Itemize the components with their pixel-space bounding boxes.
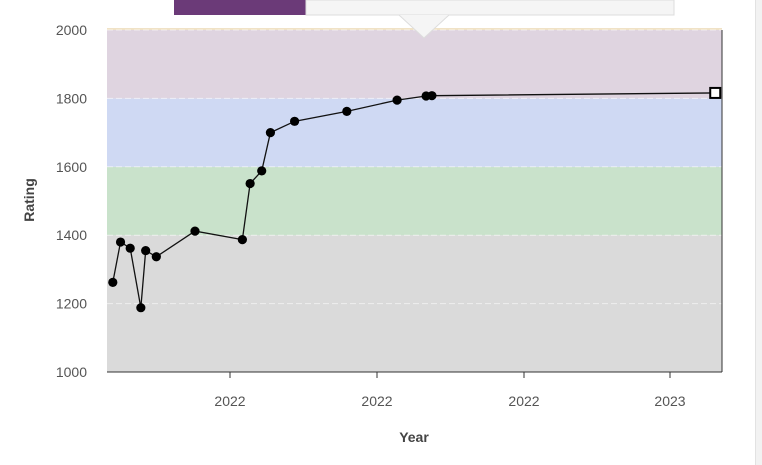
data-point — [245, 178, 255, 189]
rating-band — [107, 98, 722, 167]
y-axis-title: Rating — [21, 178, 37, 222]
rating-bands — [107, 28, 722, 372]
y-tick-label: 1400 — [56, 227, 87, 243]
y-tick-label: 1800 — [56, 90, 87, 106]
data-point — [108, 277, 118, 287]
grid-lines — [107, 29, 722, 305]
data-point — [237, 235, 247, 245]
page-scrollbar-edge — [755, 0, 762, 465]
y-tick-label: 1600 — [56, 159, 87, 175]
x-tick-label: 2022 — [508, 393, 539, 409]
data-point — [190, 226, 200, 236]
data-point — [392, 95, 402, 105]
x-tick-labels: 2022 2022 2022 2023 — [214, 372, 686, 409]
tooltip-body — [305, 0, 675, 16]
y-tick-label: 2000 — [56, 22, 87, 38]
y-tick-labels: 1000 1200 1400 1600 1800 2000 — [56, 22, 87, 380]
data-point — [125, 243, 135, 253]
data-point-current — [709, 86, 722, 99]
x-tick-label: 2022 — [214, 393, 245, 409]
data-point — [115, 237, 126, 247]
data-point — [427, 91, 437, 101]
data-point — [257, 166, 267, 176]
axes — [107, 30, 723, 373]
rating-series — [108, 86, 722, 313]
data-point — [289, 116, 300, 126]
x-tick-label: 2023 — [654, 393, 685, 409]
tooltip-accent-bar — [174, 0, 306, 15]
y-tick-label: 1200 — [56, 296, 87, 312]
data-point — [342, 106, 352, 116]
tooltip-pointer-edge — [398, 14, 450, 39]
x-tick-label: 2022 — [361, 393, 392, 409]
data-point — [151, 252, 161, 262]
tooltip-pointer — [399, 15, 449, 38]
tooltip — [174, 0, 675, 39]
data-point — [136, 303, 146, 313]
data-point — [141, 245, 151, 256]
rating-band — [107, 166, 722, 236]
y-tick-label: 1000 — [56, 364, 87, 380]
x-axis-title: Year — [399, 429, 429, 445]
data-point — [265, 128, 276, 138]
rating-band — [107, 30, 722, 99]
